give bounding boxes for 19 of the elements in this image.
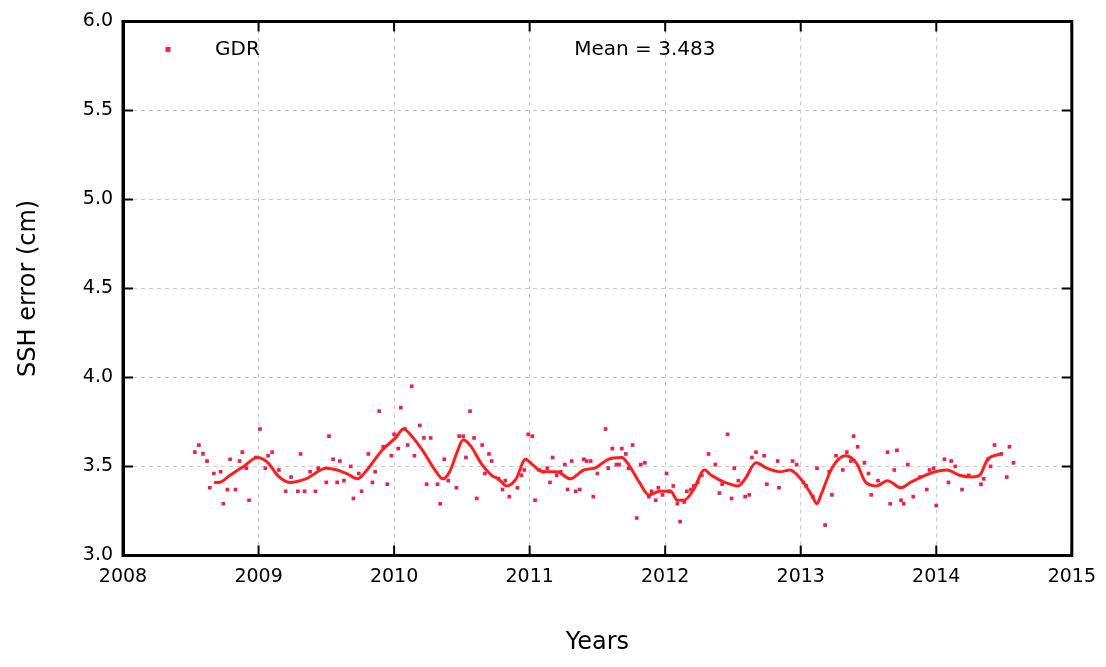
y-axis-title: SSH error (cm) [12,199,41,377]
annotation: Mean = 3.483 [574,35,716,60]
x-tick-label: 2015 [1047,563,1096,586]
legend-label: GDR [215,35,260,60]
y-tick-label: 6.0 [82,8,114,31]
x-tick-label: 2011 [505,563,554,586]
x-tick-label: 2009 [234,563,283,586]
x-tick-label: 2008 [98,563,148,586]
y-tick-label: 4.0 [82,364,114,387]
y-tick-label: 5.0 [82,186,114,209]
x-tick-label: 2012 [641,563,690,586]
y-tick-label: 3.0 [82,542,114,565]
x-axis-title: Years [564,626,630,655]
x-tick-label: 2014 [912,563,961,586]
x-tick-label: 2010 [369,563,419,586]
y-tick-label: 5.5 [82,97,114,120]
x-tick-label: 2013 [776,563,825,586]
y-tick-label: 4.5 [82,275,114,298]
y-tick-label: 3.5 [82,453,114,476]
